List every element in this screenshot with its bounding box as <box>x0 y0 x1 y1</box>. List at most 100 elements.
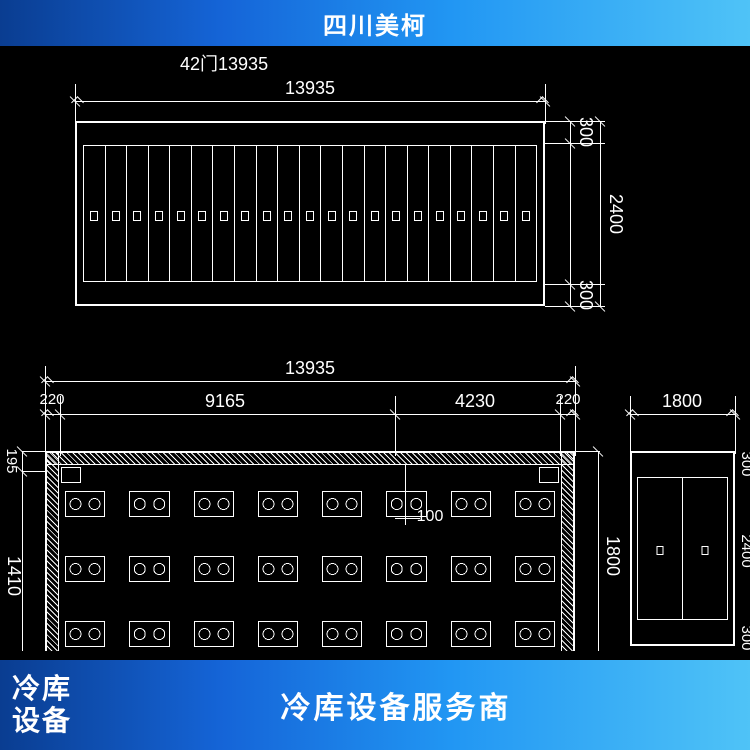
dim-line <box>570 121 571 306</box>
equipment-box <box>322 491 362 517</box>
equipment-box <box>194 621 234 647</box>
equipment-box <box>258 491 298 517</box>
dim-label: 300 <box>738 625 750 650</box>
equipment-box <box>129 621 169 647</box>
equipment-box <box>65 556 105 582</box>
equipment-box <box>194 556 234 582</box>
equipment-box <box>322 621 362 647</box>
wall-right <box>561 451 575 651</box>
dim-label: 9165 <box>205 391 245 412</box>
wall-left <box>45 451 59 651</box>
equipment-box <box>451 491 491 517</box>
dim-label: 13935 <box>285 78 335 99</box>
dim-label: 1800 <box>602 536 623 576</box>
diagram-area: 42门13935 13935 300 2400 300 13935 220 91… <box>0 46 750 660</box>
dim-label: 300 <box>575 117 596 147</box>
door <box>235 146 257 281</box>
equipment-box <box>515 556 555 582</box>
door <box>386 146 408 281</box>
ext-line <box>395 518 420 519</box>
dim-label: 100 <box>417 508 444 526</box>
dim-label: 2400 <box>605 194 626 234</box>
box-row <box>65 491 555 519</box>
equipment-box <box>386 556 426 582</box>
dim-line <box>22 451 23 651</box>
dim-line <box>600 121 601 306</box>
bottom-banner: 冷库 设备 冷库设备服务商 <box>0 660 750 750</box>
dim-line <box>630 414 735 415</box>
equipment-box <box>322 556 362 582</box>
equipment-box <box>194 491 234 517</box>
ext-line <box>22 451 47 452</box>
dim-label: 195 <box>3 448 20 473</box>
dim-line <box>598 451 599 651</box>
plan-view <box>45 451 575 651</box>
door <box>343 146 365 281</box>
plan-interior <box>65 471 555 651</box>
door <box>638 478 683 619</box>
elevation-view <box>75 121 545 306</box>
side-doors <box>637 477 728 620</box>
door <box>257 146 279 281</box>
equipment-box <box>258 621 298 647</box>
dim-label: 220 <box>39 391 64 408</box>
door <box>106 146 128 281</box>
dim-line <box>75 101 545 102</box>
equipment-box <box>451 556 491 582</box>
dim-line <box>45 414 575 415</box>
ext-line <box>22 471 47 472</box>
ext-line <box>395 396 396 456</box>
dim-label: 2400 <box>738 534 750 567</box>
door <box>472 146 494 281</box>
ext-line <box>630 396 631 454</box>
dim-line <box>45 381 575 382</box>
door <box>451 146 473 281</box>
door <box>494 146 516 281</box>
equipment-box <box>386 621 426 647</box>
equipment-box <box>258 556 298 582</box>
ext-line <box>575 451 600 452</box>
door <box>213 146 235 281</box>
box-row <box>65 556 555 584</box>
dim-label: 1800 <box>662 391 702 412</box>
elevation-doors <box>83 145 537 282</box>
door <box>192 146 214 281</box>
dim-label: 220 <box>555 391 580 408</box>
door <box>365 146 387 281</box>
equipment-box <box>515 621 555 647</box>
partition <box>405 465 406 525</box>
door <box>278 146 300 281</box>
equipment-box <box>515 491 555 517</box>
door <box>516 146 537 281</box>
box-row <box>65 621 555 649</box>
door <box>300 146 322 281</box>
bottom-right-text: 冷库设备服务商 <box>72 683 750 727</box>
door <box>84 146 106 281</box>
door <box>149 146 171 281</box>
door <box>429 146 451 281</box>
dim-label: 13935 <box>285 358 335 379</box>
door <box>408 146 430 281</box>
equipment-box <box>65 621 105 647</box>
side-elevation <box>630 451 735 646</box>
drawing-title: 42门13935 <box>180 50 268 76</box>
bottom-left-text: 冷库 设备 <box>0 673 72 737</box>
equipment-box <box>65 491 105 517</box>
wall-top <box>45 451 575 465</box>
dim-label: 4230 <box>455 391 495 412</box>
door <box>321 146 343 281</box>
equipment-box <box>129 491 169 517</box>
top-banner: 四川美柯 <box>0 0 750 46</box>
door <box>683 478 727 619</box>
dim-label: 1410 <box>3 556 24 596</box>
brand-title: 四川美柯 <box>323 6 427 41</box>
equipment-box <box>451 621 491 647</box>
dim-label: 300 <box>738 451 750 476</box>
ext-line <box>735 396 736 454</box>
bottom-line1: 冷库 <box>12 673 72 705</box>
bottom-line2: 设备 <box>12 705 72 737</box>
door <box>170 146 192 281</box>
dim-label: 300 <box>575 280 596 310</box>
door <box>127 146 149 281</box>
equipment-box <box>129 556 169 582</box>
